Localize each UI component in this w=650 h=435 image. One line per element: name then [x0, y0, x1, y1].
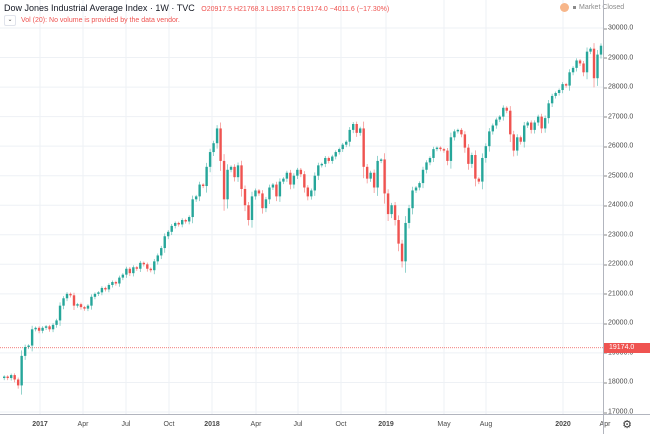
change-value: −4011.6 (−17.30%): [329, 6, 390, 13]
ohlc-values: O20917.5 H21768.3 L18917.5 C19174.0 −401…: [201, 6, 389, 13]
open-value: O20917.5: [201, 6, 233, 13]
y-tick-label: 29000.0: [603, 54, 634, 62]
y-tick-label: 26000.0: [603, 142, 634, 150]
y-tick-label: 22000.0: [603, 260, 634, 268]
x-tick-label: Jul: [293, 421, 303, 428]
y-tick-label: 21000.0: [603, 290, 634, 298]
x-tick-label: Oct: [163, 421, 175, 428]
x-tick-label: Oct: [335, 421, 347, 428]
x-tick-label: Apr: [250, 421, 262, 428]
x-tick-label: 2020: [555, 421, 571, 428]
x-tick-label: 2017: [32, 421, 48, 428]
market-status: Market Closed: [560, 3, 624, 12]
low-value: L18917.5: [266, 6, 296, 13]
price-axis[interactable]: 30000.0 29000.0 28000.0 27000.0 26000.0 25000…: [603, 0, 650, 416]
y-tick-label: 28000.0: [603, 83, 634, 91]
volume-legend: ⌄ Vol (20): No volume is provided by the…: [4, 15, 180, 26]
y-tick-label: 25000.0: [603, 172, 634, 180]
status-bullet-icon: [573, 6, 576, 9]
x-tick-label: Apr: [599, 421, 611, 428]
y-tick-label: 30000.0: [603, 24, 634, 32]
y-tick-label: 24000.0: [603, 201, 634, 209]
volume-note: Vol (20): No volume is provided by the d…: [21, 17, 180, 24]
x-tick-label: 2019: [378, 421, 394, 428]
market-status-label: Market Closed: [579, 4, 625, 11]
last-price-label: 19174.0: [604, 342, 650, 353]
x-tick-label: Aug: [479, 421, 493, 428]
candlestick-chart: [0, 0, 624, 414]
symbol-title[interactable]: Dow Jones Industrial Average Index · 1W …: [4, 3, 195, 13]
close-value: C19174.0: [297, 6, 328, 13]
chart-plot-area[interactable]: [0, 0, 624, 414]
x-tick-label: Jul: [121, 421, 131, 428]
y-tick-label: 19000.0: [603, 349, 634, 357]
y-tick-label: 17000.0: [603, 408, 634, 416]
chart-legend: Dow Jones Industrial Average Index · 1W …: [4, 3, 389, 13]
high-value: H21768.3: [233, 6, 265, 13]
x-tick-label: 2018: [204, 421, 220, 428]
x-tick-label: Apr: [77, 421, 89, 428]
market-closed-icon: [560, 3, 569, 12]
gear-icon[interactable]: ⚙: [603, 414, 650, 434]
y-tick-label: 23000.0: [603, 231, 634, 239]
x-tick-label: May: [437, 421, 451, 428]
chevron-down-icon[interactable]: ⌄: [4, 15, 16, 26]
y-tick-label: 18000.0: [603, 378, 634, 386]
time-axis[interactable]: 2017 Apr Jul Oct 2018 Apr Jul Oct 2019 May Aug 2020…: [0, 414, 610, 435]
y-tick-label: 20000.0: [603, 319, 634, 327]
y-tick-label: 27000.0: [603, 113, 634, 121]
